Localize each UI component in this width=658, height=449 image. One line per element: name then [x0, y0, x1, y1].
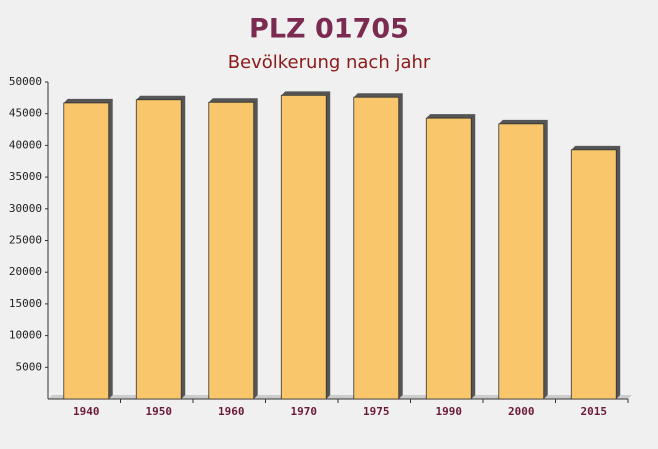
y-tick-label: 45000: [9, 107, 42, 120]
bar: [425, 117, 472, 400]
chart-subtitle: Bevölkerung nach jahr: [228, 52, 431, 73]
x-tick-label: 1975: [363, 405, 390, 418]
y-tick-label: 15000: [9, 297, 42, 310]
bar: [498, 123, 545, 400]
floor: [48, 395, 632, 399]
y-tick-label: 50000: [9, 75, 42, 88]
y-tick-label: 30000: [9, 202, 42, 215]
bar: [570, 149, 617, 400]
x-tick-label: 2015: [581, 405, 608, 418]
x-tick-label: 1970: [291, 405, 318, 418]
y-tick-label: 25000: [9, 234, 42, 247]
chart-title: PLZ 01705: [249, 14, 409, 45]
x-tick-label: 1940: [73, 405, 100, 418]
x-tick-label: 2000: [508, 405, 535, 418]
y-tick-label: 40000: [9, 138, 42, 151]
bar: [280, 94, 327, 400]
bar: [63, 102, 110, 400]
bar: [208, 101, 255, 400]
x-tick-label: 1950: [146, 405, 173, 418]
x-tick-label: 1960: [218, 405, 245, 418]
y-tick-label: 35000: [9, 170, 42, 183]
y-tick-label: 5000: [16, 360, 43, 373]
bar: [353, 96, 400, 400]
y-tick-label: 10000: [9, 329, 42, 342]
y-tick-label: 20000: [9, 265, 42, 278]
bar: [135, 99, 182, 400]
x-tick-label: 1990: [436, 405, 463, 418]
